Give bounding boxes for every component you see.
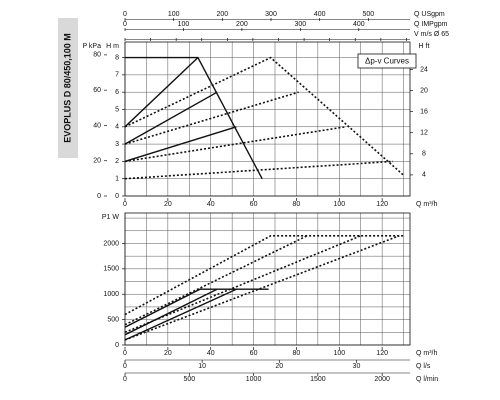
x-tick-label: 0 xyxy=(123,201,127,208)
curve xyxy=(124,288,269,328)
y-tick-label: 60 xyxy=(93,87,101,94)
curve xyxy=(124,235,308,326)
x-tick-label: 40 xyxy=(207,350,215,357)
y-tick-label: 500 xyxy=(107,316,119,323)
x-tick-label: 20 xyxy=(164,201,172,208)
axis-label: Q USgpm xyxy=(414,11,445,18)
x-tick-label: 400 xyxy=(353,21,365,28)
y-tick-label: 2 xyxy=(115,158,119,165)
x-tick-label: 300 xyxy=(295,21,307,28)
y-tick-label: 7 xyxy=(115,72,119,79)
curve xyxy=(124,235,404,316)
x-tick-label: 200 xyxy=(216,11,228,18)
y-tick-label: 40 xyxy=(93,122,101,129)
curve xyxy=(124,56,405,176)
axis-label: Q m³/h xyxy=(416,201,437,208)
y-tick-label: 4 xyxy=(422,172,426,179)
curve xyxy=(124,160,393,180)
y-tick-label: 8 xyxy=(422,151,426,158)
y-tick-label: 8 xyxy=(115,54,119,61)
curve xyxy=(124,288,218,336)
x-tick-label: 100 xyxy=(168,11,180,18)
y-tick-label: 1 xyxy=(115,176,119,183)
curve xyxy=(124,57,199,128)
curve xyxy=(124,91,218,145)
axis-label: V m/s Ø 65 xyxy=(414,31,449,38)
y-tick-label: 5 xyxy=(115,106,119,113)
x-tick-label: 20 xyxy=(275,363,283,370)
x-tick-label: 0 xyxy=(123,21,127,28)
axis-label: Q l/s xyxy=(416,363,431,370)
y-tick-label: 2000 xyxy=(103,240,119,247)
x-tick-label: 200 xyxy=(236,21,248,28)
x-tick-label: 120 xyxy=(376,201,388,208)
y-tick-label: 12 xyxy=(420,130,428,137)
x-tick-label: 100 xyxy=(178,21,190,28)
y-tick-label: 6 xyxy=(115,89,119,96)
x-tick-label: 500 xyxy=(183,376,195,383)
x-tick-label: 0 xyxy=(123,376,127,383)
curve xyxy=(124,235,362,334)
x-tick-label: 0 xyxy=(123,350,127,357)
y-tick-label: 80 xyxy=(93,52,101,59)
x-tick-label: 80 xyxy=(293,350,301,357)
x-tick-label: 60 xyxy=(250,350,258,357)
x-tick-label: 1000 xyxy=(246,376,262,383)
x-tick-label: 80 xyxy=(293,201,301,208)
y-tick-label: 4 xyxy=(115,124,119,131)
annotation-box xyxy=(357,53,417,69)
x-tick-label: 300 xyxy=(265,11,277,18)
curve xyxy=(124,235,400,341)
y-tick-label: 1000 xyxy=(103,291,119,298)
curve xyxy=(124,126,237,163)
y-tick-label: 0 xyxy=(115,342,119,349)
x-tick-label: 10 xyxy=(198,363,206,370)
curve xyxy=(124,91,299,145)
x-tick-label: 2000 xyxy=(374,376,390,383)
x-tick-label: 500 xyxy=(362,11,374,18)
axis-label: P1 W xyxy=(102,214,120,221)
y-tick-label: 24 xyxy=(420,66,428,73)
x-tick-label: 400 xyxy=(314,11,326,18)
axis-label: H m xyxy=(106,43,119,50)
plot-frame xyxy=(124,212,411,346)
y-tick-label: 0 xyxy=(97,193,101,200)
curve xyxy=(124,288,237,341)
curve xyxy=(124,126,346,163)
y-tick-label: 0 xyxy=(115,193,119,200)
annotation: Δp-v Curves xyxy=(365,57,409,66)
plot-frame xyxy=(124,41,411,197)
axis-label: P kPa xyxy=(82,43,101,50)
x-tick-label: 1500 xyxy=(310,376,326,383)
x-tick-label: 30 xyxy=(353,363,361,370)
x-tick-label: 60 xyxy=(250,201,258,208)
x-tick-label: 0 xyxy=(123,363,127,370)
x-tick-label: 100 xyxy=(333,201,345,208)
x-tick-label: 0 xyxy=(123,11,127,18)
y-tick-label: 3 xyxy=(115,141,119,148)
y-tick-label: 20 xyxy=(93,158,101,165)
x-tick-label: 20 xyxy=(164,350,172,357)
axis-label: Q IMPgpm xyxy=(414,21,448,28)
x-tick-label: 40 xyxy=(207,201,215,208)
axis-label: H ft xyxy=(419,43,430,50)
y-tick-label: 1500 xyxy=(103,266,119,273)
x-tick-label: 120 xyxy=(376,350,388,357)
axis-label: Q l/min xyxy=(416,376,438,383)
x-tick-label: 100 xyxy=(333,350,345,357)
axis-label: Q m³/h xyxy=(416,350,437,357)
side-title: EVOPLUS D 80/450,100 M xyxy=(62,33,72,143)
y-tick-label: 20 xyxy=(420,87,428,94)
curve xyxy=(125,56,263,180)
y-tick-label: 16 xyxy=(420,108,428,115)
side-title-box xyxy=(58,18,78,158)
